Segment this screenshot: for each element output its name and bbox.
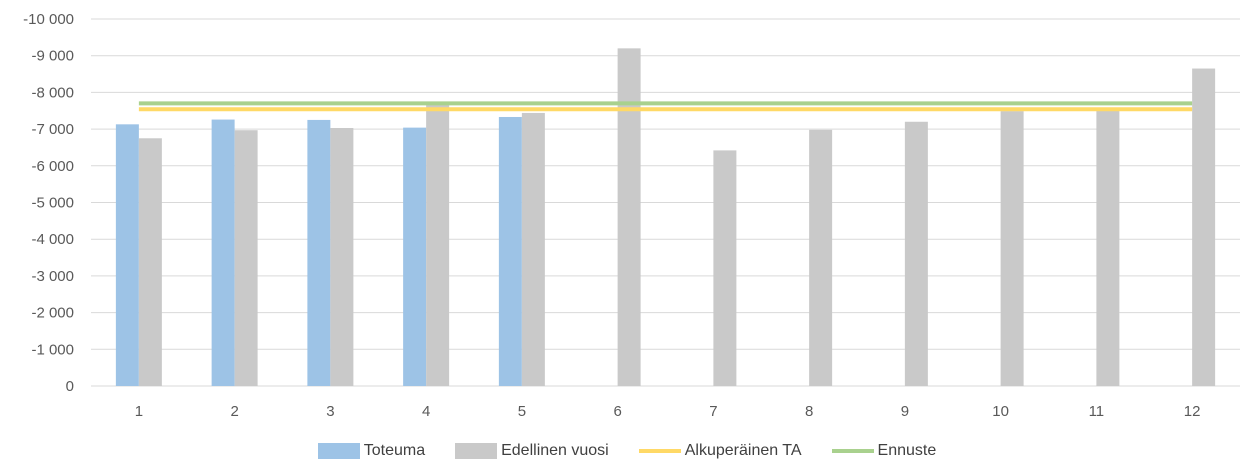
y-tick-label: -10 000 — [23, 11, 74, 28]
y-tick-label: -6 000 — [31, 158, 74, 175]
x-tick-label: 9 — [901, 403, 909, 420]
legend-label-alkuperainen-ta: Alkuperäinen TA — [684, 442, 802, 459]
bar-edellinen-vuosi — [426, 102, 450, 387]
bar-edellinen-vuosi — [138, 138, 162, 386]
legend-label-ennuste: Ennuste — [877, 442, 937, 459]
x-tick-label: 7 — [709, 403, 717, 420]
bar-edellinen-vuosi — [904, 121, 928, 386]
x-tick-label: 12 — [1184, 403, 1201, 420]
legend-item-alkuperainen-ta: Alkuperäinen TA — [638, 442, 802, 460]
y-tick-label: -4 000 — [31, 231, 74, 248]
y-tick-label: -2 000 — [31, 305, 74, 322]
x-tick-label: 2 — [230, 403, 238, 420]
legend: Toteuma Edellinen vuosi Alkuperäinen TA … — [0, 442, 1254, 460]
bar-edellinen-vuosi — [234, 130, 258, 386]
x-tick-label: 6 — [613, 403, 621, 420]
legend-label-toteuma: Toteuma — [363, 442, 426, 459]
bar-edellinen-vuosi — [1000, 111, 1024, 386]
legend-label-edellinen-vuosi: Edellinen vuosi — [501, 442, 609, 459]
bar-toteuma — [498, 116, 522, 386]
y-tick-label: -1 000 — [31, 341, 74, 358]
bar-edellinen-vuosi — [330, 127, 354, 387]
legend-swatch-toteuma — [317, 443, 360, 459]
legend-item-edellinen-vuosi: Edellinen vuosi — [455, 442, 609, 460]
y-tick-label: -5 000 — [31, 195, 74, 212]
x-tick-label: 11 — [1089, 403, 1105, 420]
x-tick-label: 3 — [326, 403, 334, 420]
bar-toteuma — [307, 119, 331, 387]
y-tick-label: -7 000 — [31, 121, 74, 138]
x-tick-label: 1 — [135, 403, 143, 420]
x-tick-label: 4 — [422, 403, 430, 420]
bar-edellinen-vuosi — [1192, 68, 1216, 387]
bar-edellinen-vuosi — [713, 150, 737, 386]
x-tick-label: 10 — [992, 403, 1009, 420]
bar-toteuma — [403, 127, 427, 386]
bar-toteuma — [115, 124, 139, 386]
bar-edellinen-vuosi — [617, 48, 641, 387]
bar-chart: -10 000 -9 000 -8 000 -7 000 -6 000 -5 000 -4 … — [23, 11, 1240, 420]
legend-item-ennuste: Ennuste — [831, 442, 937, 460]
legend-swatch-alkuperainen-ta — [638, 449, 681, 453]
bar-edellinen-vuosi — [1096, 110, 1120, 386]
legend-item-toteuma: Toteuma — [317, 442, 426, 460]
y-tick-label: -9 000 — [31, 48, 74, 65]
y-tick-label: -8 000 — [31, 84, 74, 101]
legend-swatch-edellinen-vuosi — [455, 443, 498, 459]
legend-swatch-ennuste — [831, 449, 874, 453]
y-tick-label: -3 000 — [31, 268, 74, 285]
x-tick-label: 8 — [805, 403, 813, 420]
bar-edellinen-vuosi — [809, 129, 833, 387]
bar-toteuma — [211, 119, 235, 387]
x-tick-label: 5 — [518, 403, 526, 420]
y-tick-label: 0 — [66, 378, 74, 395]
bar-edellinen-vuosi — [521, 112, 545, 387]
